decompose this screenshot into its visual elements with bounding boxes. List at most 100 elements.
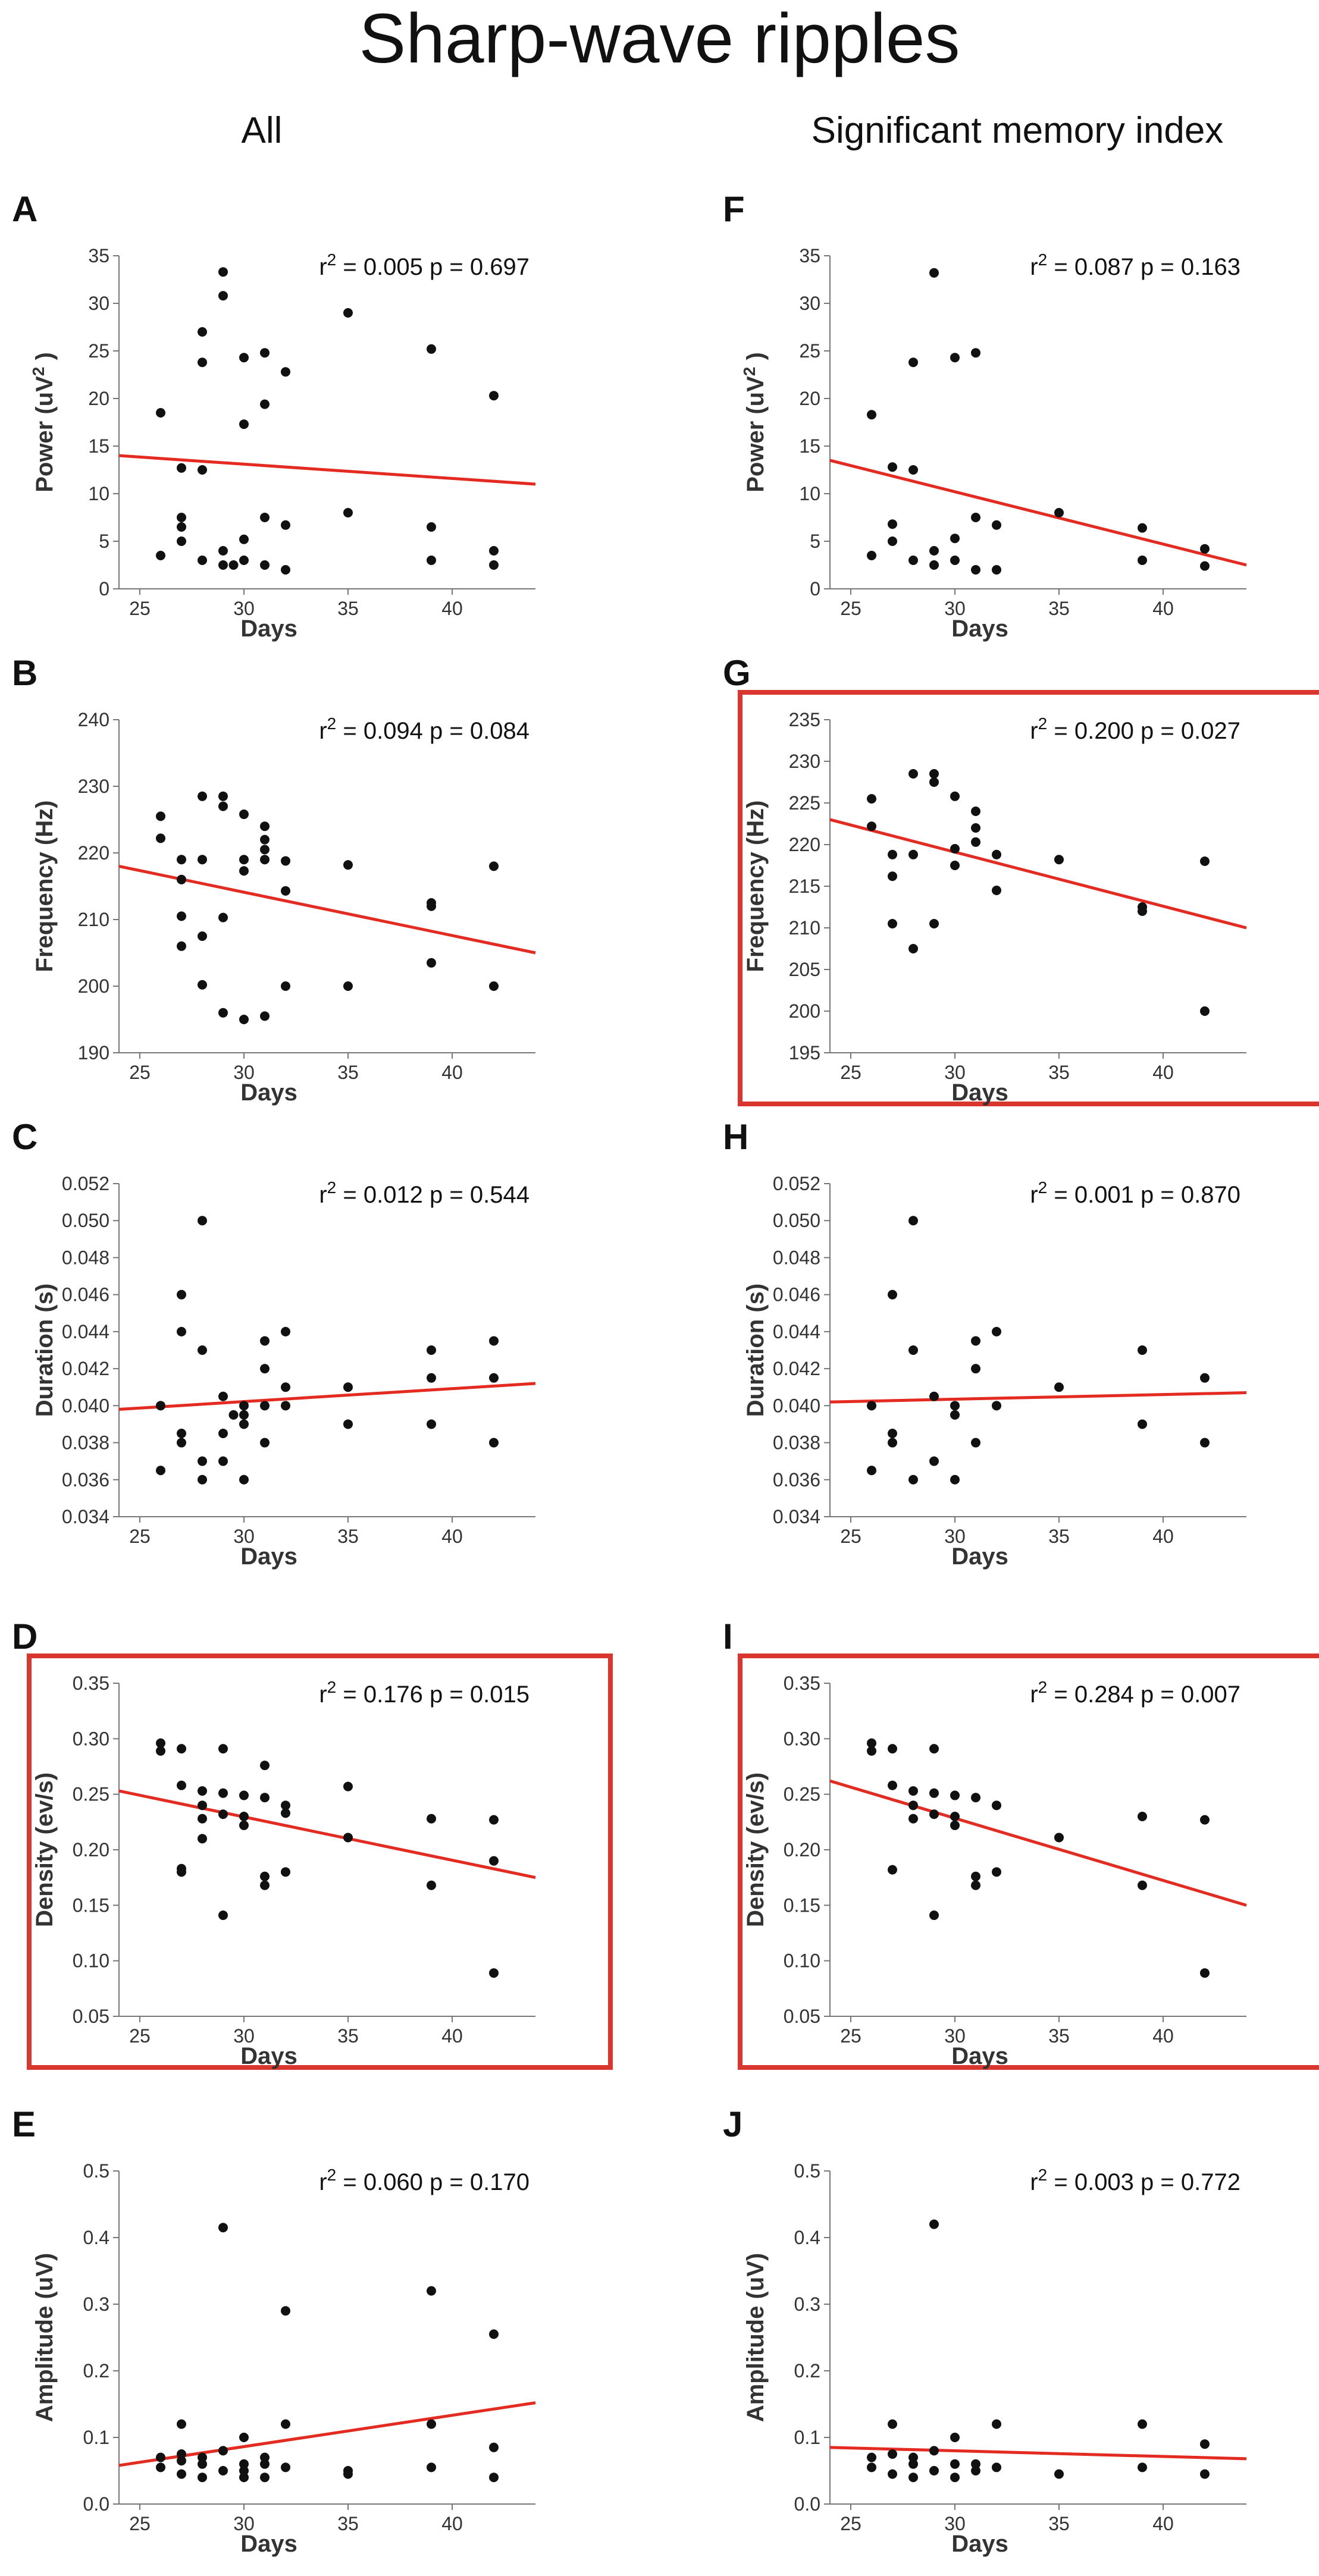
panel-b-data-point (198, 791, 207, 801)
panel-b-letter: B (12, 653, 38, 693)
panel-f-data-point (950, 353, 960, 363)
panel-j-data-point (867, 2462, 876, 2473)
panel-a-data-point (198, 357, 207, 368)
panel-d-p-value: 0.015 (470, 1681, 530, 1708)
panel-f-regression-line (829, 459, 1247, 567)
panel-a-data-point (343, 508, 353, 517)
panel-b-data-point (177, 874, 186, 884)
panel-h-regression-line (829, 1391, 1247, 1404)
panel-i-ylabel-text: Density (ev/s) (742, 1772, 769, 1927)
panel-b-data-point (177, 941, 186, 951)
panel-f-ylabel-suffix: ) (742, 352, 769, 366)
panel-e-r-label: r (319, 2169, 327, 2195)
panel-a-xtick-label: 35 (337, 598, 359, 619)
panel-d-ytick-label: 0.10 (73, 1950, 109, 1972)
panel-f-ytick-label: 30 (799, 293, 820, 314)
panel-g-ytick-label: 215 (789, 876, 820, 897)
panel-j-data-point (992, 2462, 1001, 2473)
panel-b-data-point (427, 901, 436, 911)
panel-d-data-point (260, 1871, 270, 1881)
panel-c-data-point (343, 1419, 353, 1429)
panel-g-data-point (992, 886, 1001, 895)
panel-c-data-point (177, 1438, 186, 1448)
panel-e-data-point (198, 2452, 207, 2462)
panel-d-data-point (198, 1800, 207, 1811)
panel-d-data-point (218, 1809, 228, 1819)
panel-c-ytick-label: 0.038 (62, 1432, 109, 1454)
panel-g-data-point (867, 794, 876, 804)
panel-e-data-point (156, 2452, 165, 2462)
panel-f-r-label: r (1030, 254, 1038, 280)
panel-d-data-point (343, 1781, 353, 1791)
panel-g-data-point (1200, 856, 1210, 866)
panel-h-letter: H (723, 1117, 749, 1157)
panel-g-data-point (929, 769, 939, 779)
panel-b-data-point (260, 845, 270, 855)
panel-g-ytick-label: 225 (789, 792, 820, 814)
panel-b-ytick-label: 210 (78, 909, 109, 930)
panel-a-ylabel-superscript: 2 (29, 367, 48, 376)
panel-d-xtick-label: 25 (129, 2025, 151, 2047)
panel-g-ytick-label: 210 (789, 917, 820, 939)
panel-g-data-point (950, 861, 960, 870)
panel-b-data-point (218, 1008, 228, 1018)
panel-i-data-point (908, 1786, 918, 1796)
panel-i-r-label: r (1030, 1681, 1038, 1708)
panel-d-data-point (239, 1790, 249, 1800)
panel-g-xtick-label: 35 (1048, 1062, 1070, 1083)
panel-f-data-point (971, 565, 980, 575)
panel-c-data-point (177, 1429, 186, 1438)
panel-b-stats: r2 = 0.094 p = 0.084 (319, 714, 530, 744)
panel-e-data-point (489, 2473, 499, 2483)
panel-i-stats: r2 = 0.284 p = 0.007 (1030, 1678, 1240, 1708)
panel-d-data-point (198, 1834, 207, 1844)
panel-b-ytick-label: 240 (78, 709, 109, 730)
panel-f-data-point (908, 465, 918, 475)
panel-e-ytick-label: 0.4 (83, 2227, 109, 2248)
panel-a-ytick-label: 15 (88, 435, 109, 457)
panel-e-r-sup: 2 (327, 2166, 337, 2184)
panel-b-data-point (489, 861, 499, 871)
panel-j-data-point (971, 2459, 980, 2469)
panel-c-r2-eq: = (336, 1182, 364, 1208)
panel-i-data-point (867, 1738, 876, 1748)
panel-a-data-point (198, 556, 207, 565)
panel-d-ytick-label: 0.30 (73, 1728, 109, 1749)
panel-i-ytick-label: 0.15 (784, 1894, 820, 1916)
panel-a-ytick-label: 35 (88, 245, 109, 266)
panel-a-r-sup: 2 (327, 250, 337, 269)
panel-c-letter: C (12, 1117, 38, 1157)
panel-c-data-point (239, 1401, 249, 1411)
panel-j-stats: r2 = 0.003 p = 0.772 (1030, 2166, 1240, 2195)
panel-h-data-point (908, 1216, 918, 1226)
panel-g-data-point (908, 849, 918, 859)
panel-g-data-point (971, 837, 980, 847)
panel-i-data-point (1200, 1968, 1210, 1978)
panel-j-data-point (1138, 2462, 1147, 2473)
panel-h-ytick-label: 0.048 (773, 1247, 820, 1268)
panel-d-r2-value: 0.176 (364, 1681, 423, 1708)
panel-e-data-point (281, 2306, 290, 2316)
panel-h-data-point (867, 1401, 876, 1411)
panel-d-data-point (489, 1856, 499, 1866)
panel-g-ylabel-text: Frequency (Hz) (742, 801, 769, 972)
panel-h-stats: r2 = 0.001 p = 0.870 (1030, 1178, 1240, 1208)
panel-h-xtick-label: 35 (1048, 1526, 1070, 1547)
panel-j-data-point (950, 2433, 960, 2442)
panel-b-data-point (239, 855, 249, 865)
panel-i-ytick-label: 0.20 (784, 1839, 820, 1860)
panel-d-p-eq: p = (423, 1681, 470, 1708)
panel-j-ytick-label: 0.2 (794, 2360, 820, 2382)
panel-i-chart: 0.05 0.10 0.15 0.20 0.25 0.30 0.35 25 30 35 40 Days… (742, 1673, 1247, 2069)
panel-d-data-point (239, 1820, 249, 1830)
panel-c-data-point (489, 1336, 499, 1346)
panel-j-data-point (1138, 2419, 1147, 2429)
panel-j-xlabel: Days (951, 2531, 1008, 2557)
panel-i-xtick-label: 30 (944, 2025, 966, 2047)
panel-j-data-point (992, 2419, 1001, 2429)
panel-h-data-point (992, 1326, 1001, 1336)
panel-c-data-point (156, 1466, 165, 1476)
panel-c-data-point (156, 1401, 165, 1411)
panel-e-p-value: 0.170 (470, 2169, 530, 2195)
